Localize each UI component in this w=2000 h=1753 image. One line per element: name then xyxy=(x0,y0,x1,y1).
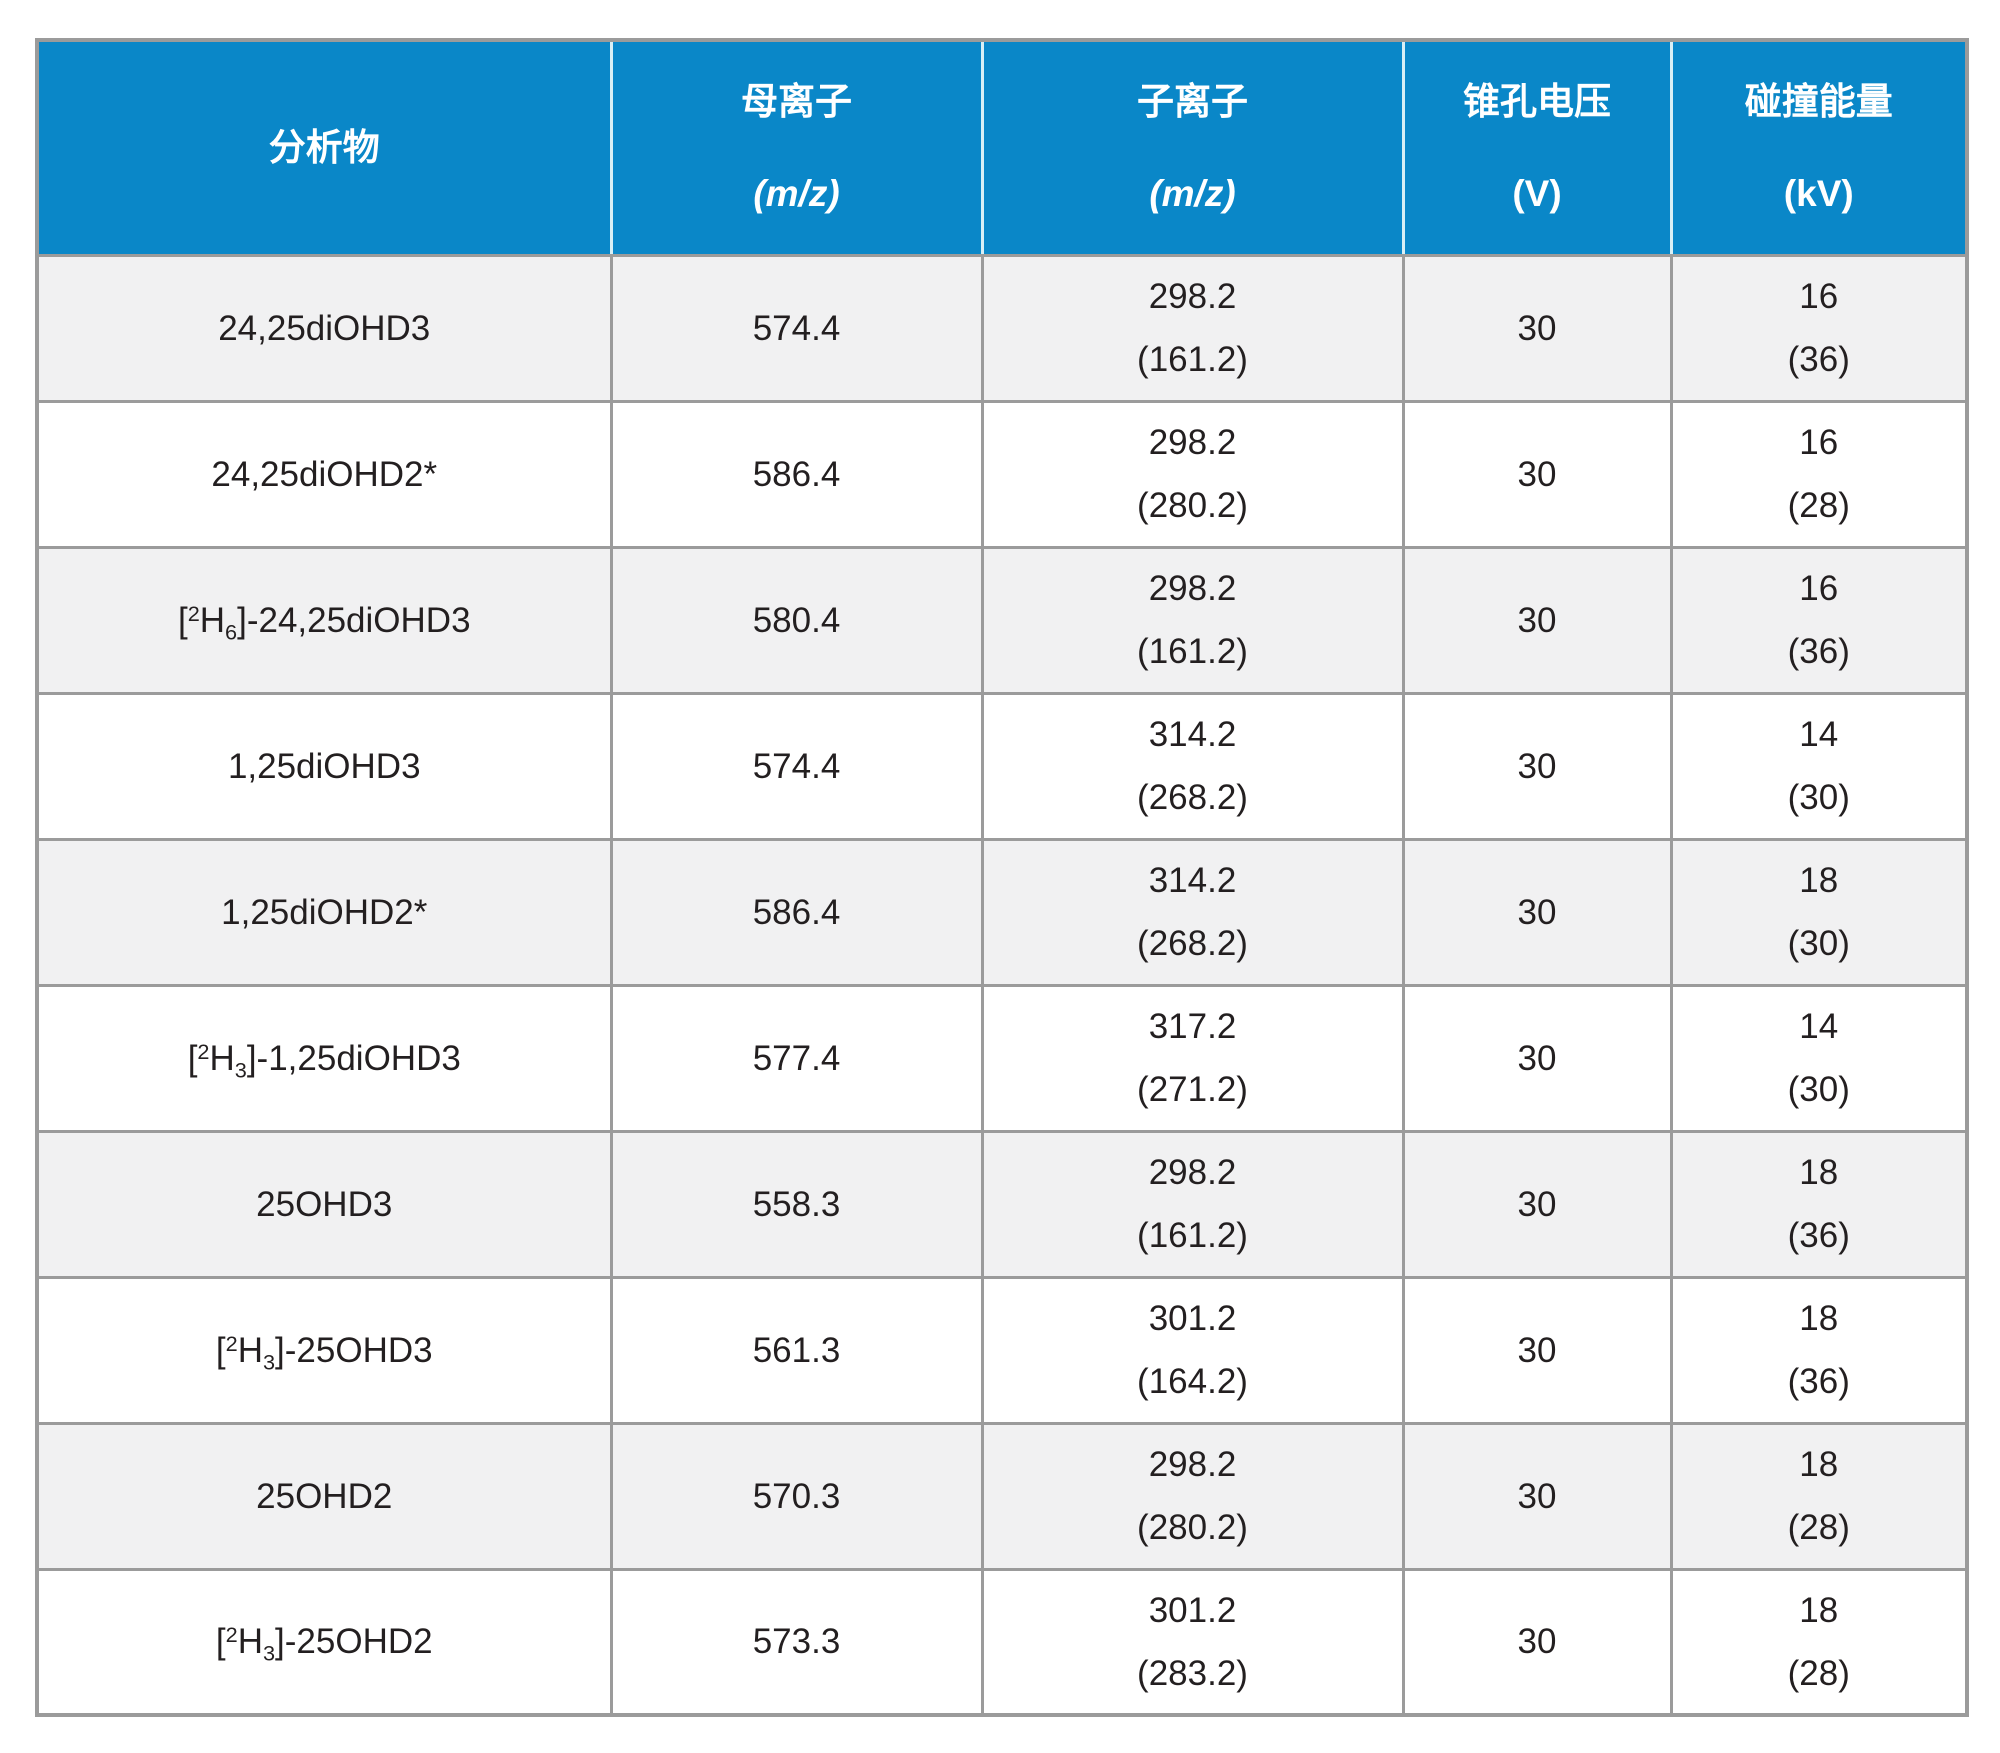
parent-ion-cell: 561.3 xyxy=(609,1275,984,1425)
analyte-cell: [2H3]-25OHD3 xyxy=(35,1275,613,1425)
header-parent-ion-unit: (m/z) xyxy=(753,173,840,215)
header-cone-voltage-label: 锥孔电压 xyxy=(1463,81,1611,123)
collision-energy-cell: 18 (28) xyxy=(1669,1567,1969,1717)
table-row: [2H6]-24,25diOHD3 580.4 298.2 (161.2) 30… xyxy=(35,545,1969,695)
analyte-cell: 24,25diOHD2* xyxy=(35,399,613,549)
cone-voltage-cell: 30 xyxy=(1401,1275,1673,1425)
analyte-cell: [2H3]-1,25diOHD3 xyxy=(35,983,613,1133)
collision-energy-cell: 18 (36) xyxy=(1669,1275,1969,1425)
header-daughter-ion-label: 子离子 xyxy=(1137,81,1248,123)
cone-voltage-cell: 30 xyxy=(1401,545,1673,695)
mrm-parameters-table: 分析物 母离子 (m/z) 子离子 (m/z) 锥孔电压 (V) 碰撞能量 (k… xyxy=(35,38,1969,1717)
collision-energy-cell: 16 (36) xyxy=(1669,253,1969,403)
header-daughter-ion: 子离子 (m/z) xyxy=(980,38,1405,257)
cone-voltage-cell: 30 xyxy=(1401,253,1673,403)
analyte-cell: 1,25diOHD2* xyxy=(35,837,613,987)
header-analyte-label: 分析物 xyxy=(268,127,380,169)
cone-voltage-cell: 30 xyxy=(1401,399,1673,549)
parent-ion-cell: 586.4 xyxy=(609,399,984,549)
table-row: 1,25diOHD3 574.4 314.2 (268.2) 30 14 (30… xyxy=(35,691,1969,841)
analyte-cell: 25OHD3 xyxy=(35,1129,613,1279)
daughter-ion-cell: 301.2 (283.2) xyxy=(980,1567,1405,1717)
collision-energy-cell: 14 (30) xyxy=(1669,691,1969,841)
collision-energy-cell: 16 (28) xyxy=(1669,399,1969,549)
header-parent-ion-label: 母离子 xyxy=(741,81,852,123)
cone-voltage-cell: 30 xyxy=(1401,1129,1673,1279)
table-row: [2H3]-1,25diOHD3 577.4 317.2 (271.2) 30 … xyxy=(35,983,1969,1133)
daughter-ion-cell: 298.2 (161.2) xyxy=(980,545,1405,695)
parent-ion-cell: 570.3 xyxy=(609,1421,984,1571)
daughter-ion-cell: 301.2 (164.2) xyxy=(980,1275,1405,1425)
parent-ion-cell: 580.4 xyxy=(609,545,984,695)
analyte-cell: [2H3]-25OHD2 xyxy=(35,1567,613,1717)
table-row: 1,25diOHD2* 586.4 314.2 (268.2) 30 18 (3… xyxy=(35,837,1969,987)
parent-ion-cell: 558.3 xyxy=(609,1129,984,1279)
parent-ion-cell: 573.3 xyxy=(609,1567,984,1717)
analyte-cell: [2H6]-24,25diOHD3 xyxy=(35,545,613,695)
table-row: 25OHD3 558.3 298.2 (161.2) 30 18 (36) xyxy=(35,1129,1969,1279)
daughter-ion-cell: 298.2 (161.2) xyxy=(980,1129,1405,1279)
cone-voltage-cell: 30 xyxy=(1401,837,1673,987)
analyte-cell: 1,25diOHD3 xyxy=(35,691,613,841)
cone-voltage-cell: 30 xyxy=(1401,1567,1673,1717)
daughter-ion-cell: 298.2 (161.2) xyxy=(980,253,1405,403)
daughter-ion-cell: 314.2 (268.2) xyxy=(980,837,1405,987)
daughter-ion-cell: 298.2 (280.2) xyxy=(980,1421,1405,1571)
daughter-ion-cell: 314.2 (268.2) xyxy=(980,691,1405,841)
table-body: 24,25diOHD3 574.4 298.2 (161.2) 30 16 (3… xyxy=(35,253,1969,1717)
table-row: 24,25diOHD3 574.4 298.2 (161.2) 30 16 (3… xyxy=(35,253,1969,403)
parent-ion-cell: 574.4 xyxy=(609,691,984,841)
analyte-cell: 24,25diOHD3 xyxy=(35,253,613,403)
header-row: 分析物 母离子 (m/z) 子离子 (m/z) 锥孔电压 (V) 碰撞能量 (k… xyxy=(35,38,1969,257)
table-row: 25OHD2 570.3 298.2 (280.2) 30 18 (28) xyxy=(35,1421,1969,1571)
header-collision-energy: 碰撞能量 (kV) xyxy=(1669,38,1969,257)
header-collision-energy-label: 碰撞能量 xyxy=(1744,81,1893,123)
header-collision-energy-unit: (kV) xyxy=(1783,173,1854,215)
header-parent-ion: 母离子 (m/z) xyxy=(609,38,984,257)
daughter-ion-cell: 317.2 (271.2) xyxy=(980,983,1405,1133)
analyte-cell: 25OHD2 xyxy=(35,1421,613,1571)
collision-energy-cell: 18 (30) xyxy=(1669,837,1969,987)
parent-ion-cell: 577.4 xyxy=(609,983,984,1133)
header-analyte: 分析物 xyxy=(35,38,613,257)
header-daughter-ion-unit: (m/z) xyxy=(1149,173,1236,215)
table-row: 24,25diOHD2* 586.4 298.2 (280.2) 30 16 (… xyxy=(35,399,1969,549)
collision-energy-cell: 14 (30) xyxy=(1669,983,1969,1133)
collision-energy-cell: 16 (36) xyxy=(1669,545,1969,695)
collision-energy-cell: 18 (28) xyxy=(1669,1421,1969,1571)
header-cone-voltage-unit: (V) xyxy=(1512,173,1562,215)
table-row: [2H3]-25OHD3 561.3 301.2 (164.2) 30 18 (… xyxy=(35,1275,1969,1425)
cone-voltage-cell: 30 xyxy=(1401,691,1673,841)
parent-ion-cell: 574.4 xyxy=(609,253,984,403)
parent-ion-cell: 586.4 xyxy=(609,837,984,987)
header-cone-voltage: 锥孔电压 (V) xyxy=(1401,38,1673,257)
collision-energy-cell: 18 (36) xyxy=(1669,1129,1969,1279)
cone-voltage-cell: 30 xyxy=(1401,983,1673,1133)
cone-voltage-cell: 30 xyxy=(1401,1421,1673,1571)
table-row: [2H3]-25OHD2 573.3 301.2 (283.2) 30 18 (… xyxy=(35,1567,1969,1717)
daughter-ion-cell: 298.2 (280.2) xyxy=(980,399,1405,549)
